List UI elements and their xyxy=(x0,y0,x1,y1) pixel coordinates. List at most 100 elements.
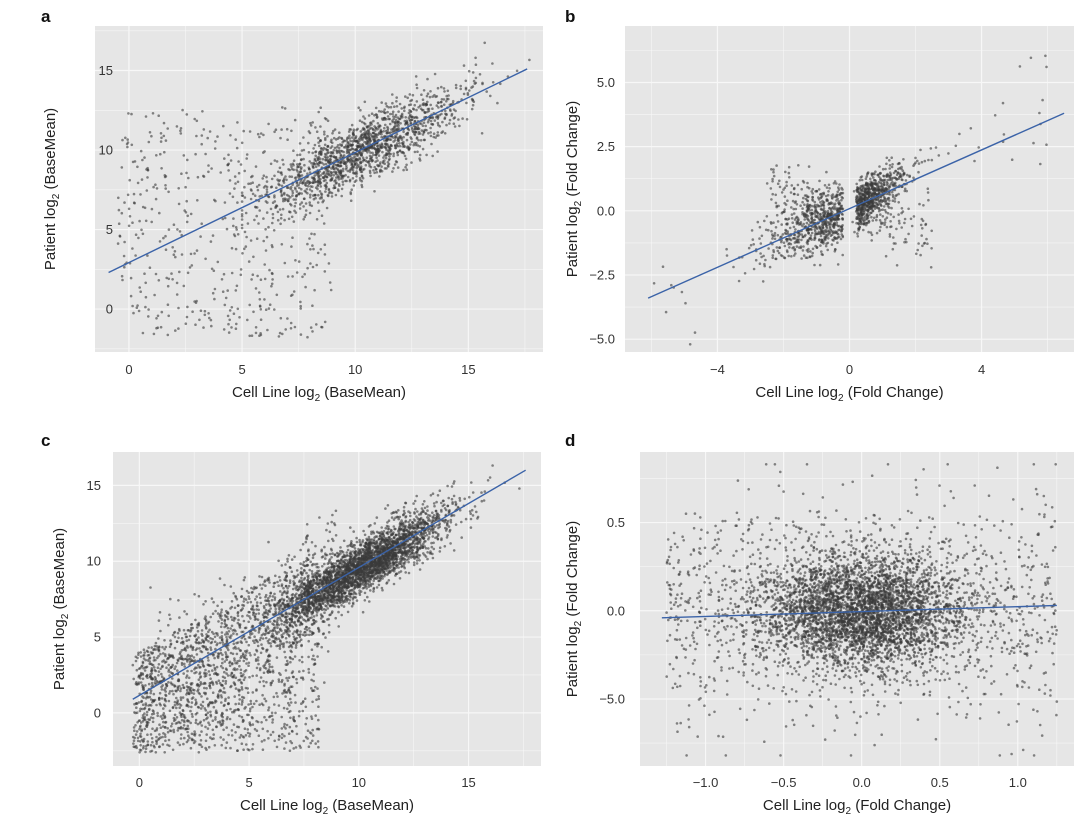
scatter-point xyxy=(308,237,311,240)
scatter-point xyxy=(264,699,268,703)
scatter-point xyxy=(223,201,227,204)
scatter-point xyxy=(373,165,377,169)
scatter-point xyxy=(803,212,806,215)
scatter-point xyxy=(227,733,230,737)
scatter-point xyxy=(299,300,302,304)
scatter-point xyxy=(265,185,269,189)
scatter-point xyxy=(354,592,358,596)
scatter-point xyxy=(316,156,319,159)
scatter-point xyxy=(192,656,196,659)
scatter-point xyxy=(420,129,424,132)
scatter-point xyxy=(395,100,398,103)
scatter-point xyxy=(380,135,383,139)
scatter-point xyxy=(209,318,213,322)
scatter-point xyxy=(758,225,762,229)
scatter-point xyxy=(893,176,897,179)
scatter-point xyxy=(416,144,420,147)
scatter-point xyxy=(815,246,819,249)
scatter-point xyxy=(405,168,409,171)
scatter-point xyxy=(150,681,154,685)
scatter-point xyxy=(272,229,276,232)
scatter-point xyxy=(226,314,230,318)
scatter-point xyxy=(359,108,362,112)
scatter-point xyxy=(164,187,167,190)
scatter-point xyxy=(836,197,839,201)
scatter-point xyxy=(283,191,286,195)
scatter-point xyxy=(378,124,381,127)
scatter-point xyxy=(138,219,141,223)
scatter-point xyxy=(252,255,255,259)
scatter-point xyxy=(831,218,834,221)
scatter-point xyxy=(820,238,824,242)
scatter-point xyxy=(341,169,345,173)
scatter-point xyxy=(473,82,477,85)
scatter-point xyxy=(223,303,227,307)
scatter-point xyxy=(920,234,923,237)
scatter-point xyxy=(273,308,276,311)
scatter-point xyxy=(784,217,788,221)
scatter-point xyxy=(361,156,365,159)
scatter-point xyxy=(390,516,394,519)
scatter-point xyxy=(387,165,390,168)
scatter-point xyxy=(765,182,769,185)
scatter-point xyxy=(800,257,803,260)
scatter-point xyxy=(295,194,298,197)
scatter-point xyxy=(224,682,227,685)
scatter-point xyxy=(319,125,322,128)
scatter-point xyxy=(292,290,296,293)
scatter-point xyxy=(326,148,330,152)
scatter-point xyxy=(324,187,328,190)
scatter-point xyxy=(786,250,789,254)
scatter-point xyxy=(806,242,809,246)
scatter-point xyxy=(379,168,382,172)
scatter-point xyxy=(806,195,809,199)
scatter-point xyxy=(207,170,210,174)
scatter-point xyxy=(435,104,439,107)
scatter-point xyxy=(354,179,358,182)
scatter-point xyxy=(254,331,258,335)
scatter-point xyxy=(351,143,354,147)
scatter-point xyxy=(216,135,219,138)
scatter-point xyxy=(269,207,273,211)
scatter-point xyxy=(365,160,369,163)
scatter-point xyxy=(901,210,905,213)
scatter-point xyxy=(360,136,364,139)
scatter-point xyxy=(264,308,268,312)
scatter-point xyxy=(249,600,253,604)
scatter-point xyxy=(349,199,353,202)
scatter-point xyxy=(348,179,352,183)
scatter-point xyxy=(356,153,360,156)
scatter-point xyxy=(891,247,895,251)
scatter-point xyxy=(314,685,317,689)
scatter-point xyxy=(380,165,383,168)
scatter-point xyxy=(311,556,315,560)
scatter-point xyxy=(329,157,332,161)
scatter-point xyxy=(415,100,419,103)
scatter-point xyxy=(420,93,423,96)
scatter-point xyxy=(380,130,383,134)
scatter-point xyxy=(432,132,436,135)
scatter-point xyxy=(284,328,288,331)
scatter-point xyxy=(368,164,371,168)
scatter-point xyxy=(376,159,379,162)
scatter-point xyxy=(404,95,407,98)
scatter-point xyxy=(309,262,312,265)
scatter-point xyxy=(824,222,827,225)
scatter-point xyxy=(773,237,777,241)
scatter-point xyxy=(357,141,360,144)
scatter-point xyxy=(247,620,250,624)
scatter-point xyxy=(290,165,293,168)
scatter-point xyxy=(892,183,895,187)
scatter-point xyxy=(213,656,216,660)
scatter-point xyxy=(184,185,187,189)
scatter-point xyxy=(291,194,294,197)
scatter-point xyxy=(202,326,205,329)
y-tick-label: 2.5 xyxy=(597,139,615,154)
scatter-point xyxy=(150,220,153,224)
scatter-point xyxy=(424,128,427,132)
scatter-point xyxy=(796,193,800,196)
scatter-point xyxy=(222,124,225,128)
scatter-point xyxy=(189,212,193,216)
scatter-point xyxy=(262,217,265,220)
scatter-point xyxy=(425,94,429,98)
